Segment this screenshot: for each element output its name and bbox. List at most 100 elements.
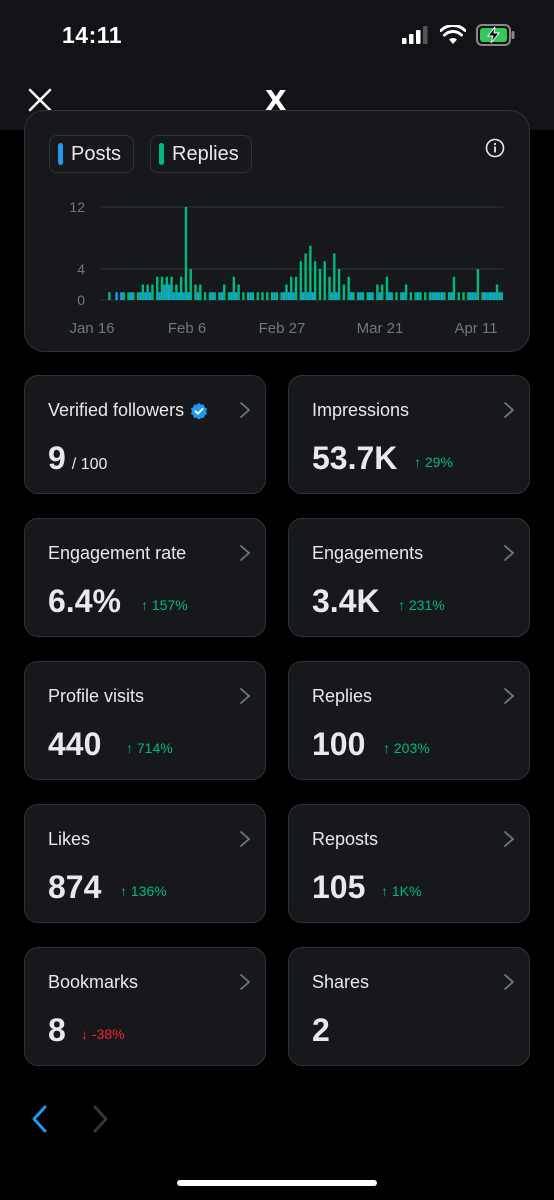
metric-label: Shares bbox=[312, 972, 370, 992]
chart-bar-replies bbox=[151, 284, 154, 300]
metric-card-engagements[interactable]: Engagements 3.4K ↑ 231% bbox=[288, 518, 530, 637]
chart-bar-replies bbox=[400, 292, 403, 300]
previous-page-button[interactable] bbox=[30, 1104, 50, 1134]
chart-bar-posts bbox=[177, 292, 180, 300]
metric-card-profile-visits[interactable]: Profile visits 440 ↑ 714% bbox=[24, 661, 266, 780]
chart-bar-replies bbox=[352, 292, 355, 300]
chart-bar-posts bbox=[158, 292, 161, 300]
y-tick-label: 12 bbox=[69, 199, 85, 215]
battery-charging-icon bbox=[476, 24, 515, 46]
metric-value: 100 bbox=[312, 726, 366, 762]
chart-bar-replies bbox=[486, 292, 489, 300]
metric-card-bookmarks[interactable]: Bookmarks 8 ↓ -38% bbox=[24, 947, 266, 1066]
metric-card-replies[interactable]: Replies 100 ↑ 203% bbox=[288, 661, 530, 780]
metric-card-reposts[interactable]: Reposts 105 ↑ 1K% bbox=[288, 804, 530, 923]
metric-delta-value: 136% bbox=[130, 883, 167, 899]
metric-value: 8 bbox=[48, 1012, 66, 1048]
chart-bar-posts bbox=[483, 292, 487, 300]
chart-bar-posts bbox=[349, 292, 353, 300]
chart-bar-replies bbox=[189, 269, 192, 300]
metric-delta: ↑ 29% bbox=[414, 454, 453, 470]
chart-bar-replies bbox=[266, 292, 269, 300]
chart-bar-replies bbox=[390, 292, 393, 300]
chart-bar-replies bbox=[313, 261, 317, 300]
chart-bar-posts bbox=[168, 284, 171, 300]
wifi-icon bbox=[440, 25, 466, 44]
chart-bar-replies bbox=[227, 292, 231, 300]
chevron-right-icon bbox=[240, 831, 251, 847]
metric-delta-value: 29% bbox=[424, 454, 453, 470]
chevron-right-icon bbox=[240, 545, 251, 561]
chart-bar-replies bbox=[203, 292, 207, 300]
metric-value: 440 bbox=[48, 726, 102, 762]
close-icon[interactable] bbox=[26, 86, 54, 114]
chart-bar-replies bbox=[385, 276, 389, 300]
chart-bar-posts bbox=[488, 292, 492, 300]
chart-bar-posts bbox=[498, 292, 501, 300]
chart-bar-replies bbox=[108, 292, 111, 300]
metric-value: 3.4K bbox=[312, 583, 380, 619]
y-tick-label: 4 bbox=[77, 261, 85, 277]
metric-delta: ↑ 203% bbox=[383, 740, 430, 756]
chart-bar-posts bbox=[450, 292, 453, 300]
metric-label: Impressions bbox=[312, 400, 410, 420]
chart-bar-posts bbox=[172, 292, 176, 300]
chart-bar-replies bbox=[275, 292, 279, 300]
chart-bar-replies bbox=[122, 292, 125, 300]
chart-bar-replies bbox=[438, 292, 441, 300]
chevron-right-icon bbox=[504, 831, 515, 847]
chart-bar-posts bbox=[402, 292, 405, 300]
legend-chip-replies[interactable]: Replies bbox=[150, 135, 252, 173]
chart-bar-replies bbox=[270, 292, 274, 300]
x-tick-label: Jan 16 bbox=[69, 320, 114, 337]
metric-label: Engagements bbox=[312, 543, 424, 563]
cellular-signal-icon bbox=[402, 26, 428, 44]
metric-card-shares[interactable]: Shares 2 bbox=[288, 947, 530, 1066]
chart-bar-posts bbox=[273, 292, 276, 300]
verified-badge-icon bbox=[190, 402, 208, 420]
metric-label: Replies bbox=[312, 686, 373, 706]
arrow-up-icon: ↑ bbox=[398, 597, 405, 613]
arrow-up-icon: ↑ bbox=[414, 454, 421, 470]
arrow-up-icon: ↑ bbox=[120, 883, 127, 899]
chart-bar-replies bbox=[242, 292, 245, 300]
metric-delta: ↑ 157% bbox=[141, 597, 188, 613]
chevron-right-icon bbox=[240, 974, 251, 990]
chart-bar-posts bbox=[249, 292, 252, 300]
metric-value: 53.7K bbox=[312, 440, 398, 476]
chart-bar-replies bbox=[476, 269, 480, 300]
metric-card-likes[interactable]: Likes 874 ↑ 136% bbox=[24, 804, 266, 923]
chart-bar-replies bbox=[337, 269, 341, 300]
chart-bar-replies bbox=[404, 284, 408, 300]
chart-bar-posts bbox=[115, 292, 118, 300]
x-tick-label: Feb 6 bbox=[168, 320, 206, 337]
chart-bar-replies bbox=[380, 284, 384, 300]
chart-bar-posts bbox=[120, 292, 123, 300]
metric-value: 6.4% bbox=[48, 583, 121, 619]
chart-bar-replies bbox=[184, 207, 188, 300]
metric-card-engagement-rate[interactable]: Engagement rate 6.4% ↑ 157% bbox=[24, 518, 266, 637]
chart-bar-replies bbox=[447, 292, 451, 300]
chart-bar-replies bbox=[156, 276, 159, 300]
chart-bar-replies bbox=[347, 276, 350, 300]
chart-bar-replies bbox=[194, 284, 197, 300]
x-tick-label: Apr 11 bbox=[454, 320, 497, 337]
metric-delta: ↑ 136% bbox=[120, 883, 167, 899]
chart-bar-replies bbox=[409, 292, 413, 300]
pager bbox=[30, 1104, 110, 1134]
chart-bar-replies bbox=[361, 292, 365, 300]
chart-bar-replies bbox=[165, 276, 168, 300]
metric-card-verified-followers[interactable]: Verified followers 9 / 100 bbox=[24, 375, 266, 494]
chart-bar-replies bbox=[419, 292, 422, 300]
chart-bar-posts bbox=[302, 292, 305, 300]
next-page-button[interactable] bbox=[90, 1104, 110, 1134]
info-icon[interactable] bbox=[485, 138, 505, 158]
arrow-up-icon: ↑ bbox=[383, 740, 390, 756]
chart-bar-replies bbox=[213, 292, 216, 300]
metric-card-impressions[interactable]: Impressions 53.7K ↑ 29% bbox=[288, 375, 530, 494]
metric-delta: ↑ 231% bbox=[398, 597, 445, 613]
arrow-up-icon: ↑ bbox=[381, 883, 388, 899]
chart-bar-replies bbox=[299, 261, 302, 300]
legend-chip-posts[interactable]: Posts bbox=[49, 135, 135, 173]
chart-bar-replies bbox=[376, 284, 379, 300]
